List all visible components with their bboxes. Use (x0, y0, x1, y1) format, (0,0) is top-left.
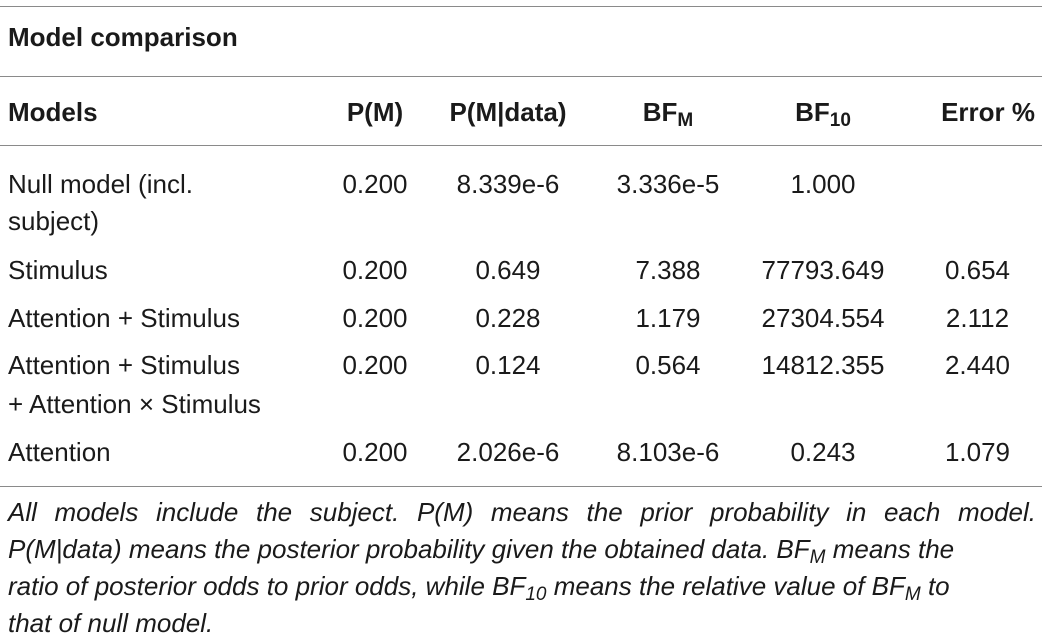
model-name: Attention (8, 437, 111, 467)
header-bf10: BF10 (795, 97, 851, 131)
error-value: 1.079 (944, 437, 1011, 467)
bfm-value: 8.103e-6 (616, 437, 720, 467)
footnote-line: ratio of posterior odds to prior odds, w… (8, 571, 950, 605)
model-name: Stimulus (8, 255, 108, 285)
error-value: 2.112 (945, 303, 1010, 333)
footnote-line: P(M|data) means the posterior probabilit… (8, 534, 955, 568)
header-rule (0, 145, 1042, 146)
header-models: Models (8, 97, 98, 127)
model-name: Null model (incl. (8, 169, 193, 199)
pm-data-value: 0.228 (475, 303, 541, 333)
footnote-line: that of null model. (8, 608, 214, 638)
error-value: 2.440 (944, 350, 1011, 380)
pm-data-value: 0.649 (475, 255, 541, 285)
model-name: Attention + Stimulus (8, 350, 240, 380)
bf10-value: 1.000 (790, 169, 856, 199)
pm-value: 0.200 (342, 169, 408, 199)
footnote-line: All models include the subject. P(M) mea… (8, 497, 1036, 527)
bfm-value: 3.336e-5 (616, 169, 720, 199)
model-name-cont: subject) (8, 206, 100, 236)
title-rule (0, 76, 1042, 77)
table-footnote: All models include the subject. P(M) mea… (8, 494, 1036, 642)
header-bfm: BFM (642, 97, 694, 131)
header-pm: P(M) (346, 97, 404, 127)
model-name-cont: + Attention × Stimulus (8, 389, 261, 419)
bfm-value: 1.179 (635, 303, 701, 333)
pm-value: 0.200 (342, 255, 408, 285)
pm-value: 0.200 (342, 437, 408, 467)
header-pm-data: P(M|data) (449, 97, 567, 127)
bf10-value: 77793.649 (761, 255, 885, 285)
bfm-value: 7.388 (635, 255, 701, 285)
pm-data-value: 8.339e-6 (456, 169, 560, 199)
pm-data-value: 2.026e-6 (456, 437, 560, 467)
pm-data-value: 0.124 (475, 350, 541, 380)
error-value: 0.654 (944, 255, 1011, 285)
bf10-value: 14812.355 (761, 350, 885, 380)
bf10-value: 27304.554 (761, 303, 885, 333)
pm-value: 0.200 (342, 350, 408, 380)
model-name: Attention + Stimulus (8, 303, 240, 333)
bf10-value: 0.243 (790, 437, 856, 467)
table-title: Model comparison (8, 22, 238, 52)
bottom-rule (0, 486, 1042, 487)
top-rule (0, 6, 1042, 7)
pm-value: 0.200 (342, 303, 408, 333)
bfm-value: 0.564 (635, 350, 701, 380)
header-error: Error % (941, 97, 1035, 127)
